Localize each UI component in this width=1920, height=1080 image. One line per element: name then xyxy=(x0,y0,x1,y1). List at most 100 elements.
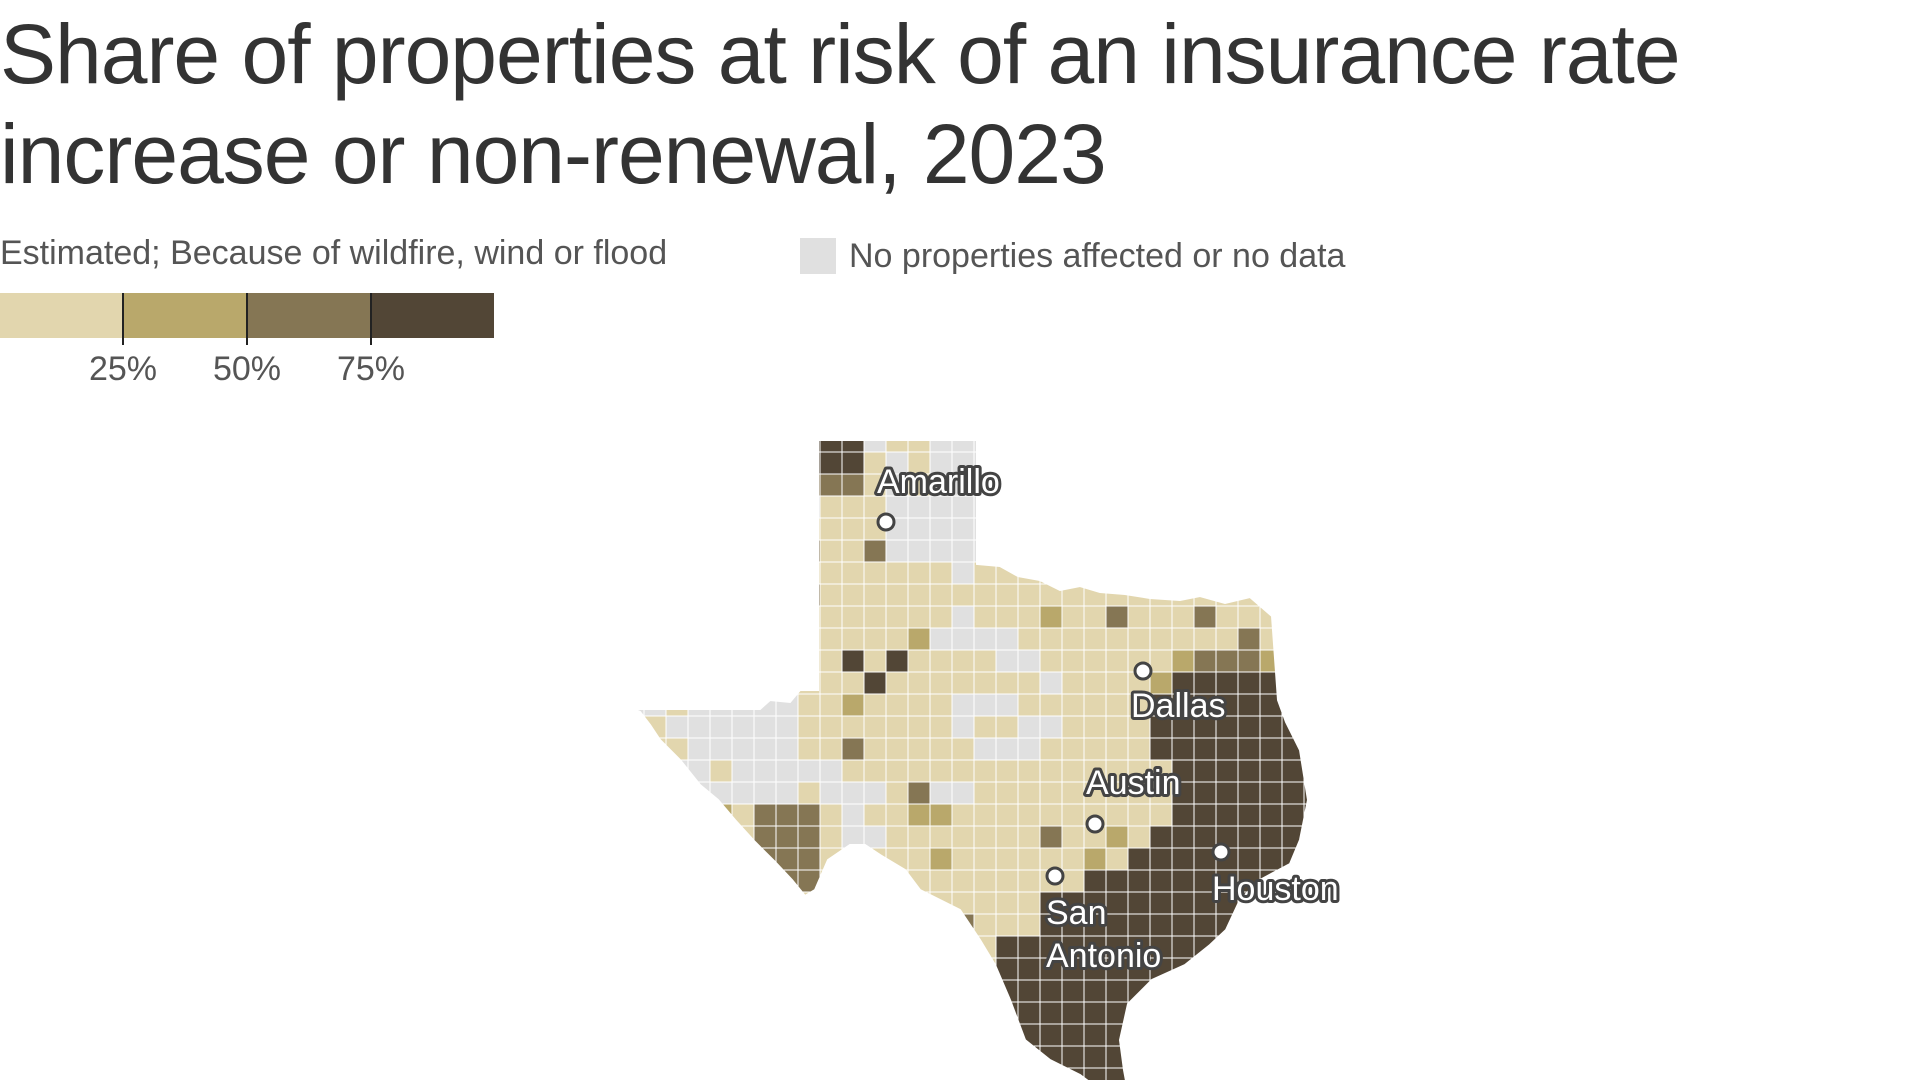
county-cell xyxy=(995,649,1019,673)
county-cell xyxy=(841,1045,865,1069)
county-cell xyxy=(819,781,843,805)
county-cell xyxy=(951,759,975,783)
county-cell xyxy=(1083,979,1107,1003)
county-cell xyxy=(1237,913,1261,937)
county-cell xyxy=(665,671,689,695)
county-cell xyxy=(819,825,843,849)
county-cell xyxy=(775,539,799,563)
county-cell xyxy=(633,561,645,585)
county-cell xyxy=(600,694,622,716)
county-cell xyxy=(775,517,799,541)
scale-label-25: 25% xyxy=(88,350,158,388)
county-cell xyxy=(1171,913,1195,937)
county-cell xyxy=(600,1068,622,1080)
county-cell xyxy=(885,1023,909,1047)
county-cell xyxy=(1061,1067,1085,1080)
county-cell xyxy=(1083,451,1107,475)
county-cell xyxy=(1237,473,1261,497)
county-cell xyxy=(665,759,689,783)
county-cell xyxy=(841,891,865,915)
county-cell xyxy=(600,584,622,606)
scale-bin-2 xyxy=(123,293,247,338)
county-cell xyxy=(885,649,909,673)
county-cell xyxy=(600,804,622,826)
county-cell xyxy=(1281,473,1305,497)
county-cell xyxy=(973,737,997,761)
county-cell xyxy=(1039,715,1063,739)
county-cell xyxy=(1303,473,1308,497)
county-cell xyxy=(1259,1067,1283,1080)
county-cell xyxy=(1237,847,1261,871)
county-cell xyxy=(709,627,733,651)
county-cell xyxy=(797,473,821,497)
county-cell xyxy=(665,1045,689,1069)
county-cell xyxy=(1061,715,1085,739)
county-cell xyxy=(731,605,755,629)
county-cell xyxy=(600,1046,622,1068)
county-cell xyxy=(1039,1023,1063,1047)
county-cell xyxy=(1303,583,1308,607)
county-cell xyxy=(665,935,689,959)
county-cell xyxy=(1237,715,1261,739)
county-cell xyxy=(819,891,843,915)
county-cell xyxy=(797,891,821,915)
county-cell xyxy=(775,1067,799,1080)
county-cell xyxy=(753,1067,777,1080)
county-cell xyxy=(1237,803,1261,827)
county-cell xyxy=(753,1045,777,1069)
county-cell xyxy=(1105,737,1129,761)
county-cell xyxy=(885,1045,909,1069)
county-cell xyxy=(995,825,1019,849)
county-cell xyxy=(1105,473,1129,497)
county-cell xyxy=(1127,451,1151,475)
dallas-label: Dallas xyxy=(1131,687,1225,725)
county-cell xyxy=(1149,473,1173,497)
county-cell xyxy=(1017,803,1041,827)
county-cell xyxy=(1303,495,1308,519)
county-cell xyxy=(1303,1023,1308,1047)
county-cell xyxy=(863,671,887,695)
county-cell xyxy=(775,583,799,607)
county-cell xyxy=(995,737,1019,761)
county-cell xyxy=(687,1001,711,1025)
county-cell xyxy=(1281,979,1305,1003)
county-cell xyxy=(1259,583,1283,607)
county-cell xyxy=(753,913,777,937)
county-cell xyxy=(1193,825,1217,849)
county-cell xyxy=(687,583,711,607)
county-cell xyxy=(863,1045,887,1069)
county-cell xyxy=(797,693,821,717)
county-cell xyxy=(687,605,711,629)
county-cell xyxy=(1061,803,1085,827)
county-cell xyxy=(797,440,821,453)
county-cell xyxy=(819,517,843,541)
county-cell xyxy=(1061,495,1085,519)
county-cell xyxy=(797,517,821,541)
county-cell xyxy=(1149,1045,1173,1069)
county-cell xyxy=(929,737,953,761)
county-cell xyxy=(907,957,931,981)
county-cell xyxy=(995,715,1019,739)
county-cell xyxy=(1127,1067,1151,1080)
county-cell xyxy=(1149,517,1173,541)
county-cell xyxy=(665,825,689,849)
county-cell xyxy=(1017,781,1041,805)
county-cell xyxy=(1281,649,1305,673)
county-cell xyxy=(973,715,997,739)
county-cell xyxy=(1193,451,1217,475)
county-cell xyxy=(1083,715,1107,739)
county-cell xyxy=(995,671,1019,695)
county-cell xyxy=(885,715,909,739)
county-cell xyxy=(1127,605,1151,629)
county-cell xyxy=(1105,693,1129,717)
county-cell xyxy=(819,1067,843,1080)
county-cell xyxy=(951,1067,975,1080)
county-cell xyxy=(1259,781,1283,805)
county-cell xyxy=(973,671,997,695)
county-cell xyxy=(1171,825,1195,849)
county-cell xyxy=(1061,869,1085,893)
county-cell xyxy=(600,518,622,540)
county-cell xyxy=(1127,1001,1151,1025)
county-cell xyxy=(633,935,645,959)
county-cell xyxy=(1193,781,1217,805)
